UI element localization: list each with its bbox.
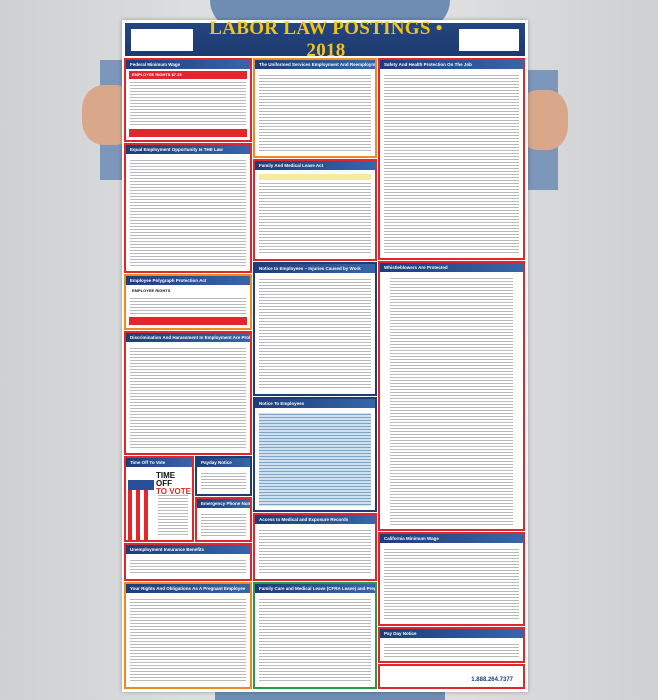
text-body: [259, 74, 371, 152]
section-injuries: Notice to Employees – Injuries Caused by…: [253, 262, 377, 396]
text-body: [259, 182, 371, 255]
poster-title: LABOR LAW POSTINGS • 2018: [209, 17, 443, 61]
section-california-minimum-wage: California Minimum Wage: [378, 532, 525, 626]
section-notice-to-employees: Notice To Employees: [253, 397, 377, 512]
time-off-text: TIME OFF: [156, 471, 176, 488]
section-title: Discrimination And Harassment In Employm…: [126, 333, 250, 342]
section-title: Family And Medical Leave Act: [255, 161, 375, 170]
section-title: California Minimum Wage: [380, 534, 523, 543]
section-cfra: Family Care and Medical Leave (CFRA Leav…: [253, 582, 377, 689]
section-pay-day-notice: Pay Day Notice: [378, 627, 525, 663]
text-body: [130, 598, 246, 683]
section-title: Notice to Employees – Injuries Caused by…: [255, 264, 375, 273]
text-body: [201, 472, 246, 490]
text-body: [259, 278, 371, 390]
section-fmla: Family And Medical Leave Act: [253, 159, 377, 261]
fmw-rate: $7.25: [171, 72, 182, 77]
ballot-box-top: [128, 480, 154, 490]
section-pregnant-employee: Your Rights And Obligations As A Pregnan…: [124, 582, 252, 689]
fmw-banner-text: EMPLOYEE RIGHTS: [132, 72, 171, 77]
section-title: Notice To Employees: [255, 399, 375, 408]
text-body: [259, 413, 371, 506]
section-title: Federal Minimum Wage: [126, 60, 250, 69]
section-title: Access to Medical and Exposure Records: [255, 515, 375, 524]
text-body: [384, 74, 519, 254]
section-title: Whistleblowers Are Protected: [380, 263, 523, 272]
poster-footer: 1.888.264.7377: [378, 664, 525, 689]
text-body: [130, 559, 246, 575]
footer-phone: 1.888.264.7377: [471, 677, 513, 683]
section-polygraph: Employee Polygraph Protection Act EMPLOY…: [124, 274, 252, 330]
section-time-off-to-vote: Time Off To Vote TIME OFF TO VOTE: [124, 456, 194, 542]
ballot-box-icon: [128, 482, 152, 540]
text-body: [130, 347, 246, 449]
text-body: [130, 297, 246, 314]
section-discrimination: Discrimination And Harassment In Employm…: [124, 331, 252, 455]
polygraph-banner: EMPLOYEE RIGHTS: [129, 287, 247, 295]
section-title: Employee Polygraph Protection Act: [126, 276, 250, 285]
section-safety-health: Safety And Health Protection On The Job: [378, 58, 525, 260]
section-payday-notice: Payday Notice: [195, 456, 252, 496]
section-eeo: Equal Employment Opportunity Is THE Law: [124, 143, 252, 273]
poster-header: LABOR LAW POSTINGS • 2018: [125, 18, 525, 61]
text-body: [201, 513, 246, 536]
fmw-footer-bar: [129, 129, 247, 137]
section-title: Payday Notice: [197, 458, 250, 467]
section-medical-records: Access to Medical and Exposure Records: [253, 513, 377, 581]
section-whistleblowers: Whistleblowers Are Protected: [378, 261, 525, 531]
text-body: [130, 81, 246, 126]
text-body: [130, 159, 246, 267]
section-title: Family Care and Medical Leave (CFRA Leav…: [255, 584, 375, 593]
section-title: Unemployment Insurance Benefits: [126, 545, 250, 554]
info-box: [459, 28, 519, 51]
section-emergency-phone: Emergency Phone Numbers: [195, 497, 252, 542]
text-body: [259, 529, 371, 575]
section-title: Emergency Phone Numbers: [197, 499, 250, 508]
qr-code: [131, 28, 193, 51]
text-body: [158, 494, 188, 536]
fmla-banner: [259, 174, 371, 180]
section-userra: The Uniformed Services Employment And Re…: [253, 58, 377, 158]
fmw-banner: EMPLOYEE RIGHTS $7.25: [129, 71, 247, 79]
to-vote-text: TO VOTE: [156, 487, 191, 496]
text-body: [259, 598, 371, 683]
section-title: The Uniformed Services Employment And Re…: [255, 60, 375, 69]
section-title: Equal Employment Opportunity Is THE Law: [126, 145, 250, 154]
time-off-heading: TIME OFF TO VOTE: [156, 472, 192, 496]
section-unemployment: Unemployment Insurance Benefits: [124, 543, 252, 581]
section-title: Your Rights And Obligations As A Pregnan…: [126, 584, 250, 593]
section-title: Time Off To Vote: [126, 458, 192, 467]
labor-law-poster: LABOR LAW POSTINGS • 2018 Federal Minimu…: [122, 18, 528, 692]
section-federal-minimum-wage: Federal Minimum Wage EMPLOYEE RIGHTS $7.…: [124, 58, 252, 142]
text-body: [390, 277, 513, 525]
polygraph-footer-bar: [129, 317, 247, 325]
section-title: Pay Day Notice: [380, 629, 523, 638]
text-body: [384, 643, 519, 657]
text-body: [384, 548, 519, 620]
section-title: Safety And Health Protection On The Job: [380, 60, 523, 69]
